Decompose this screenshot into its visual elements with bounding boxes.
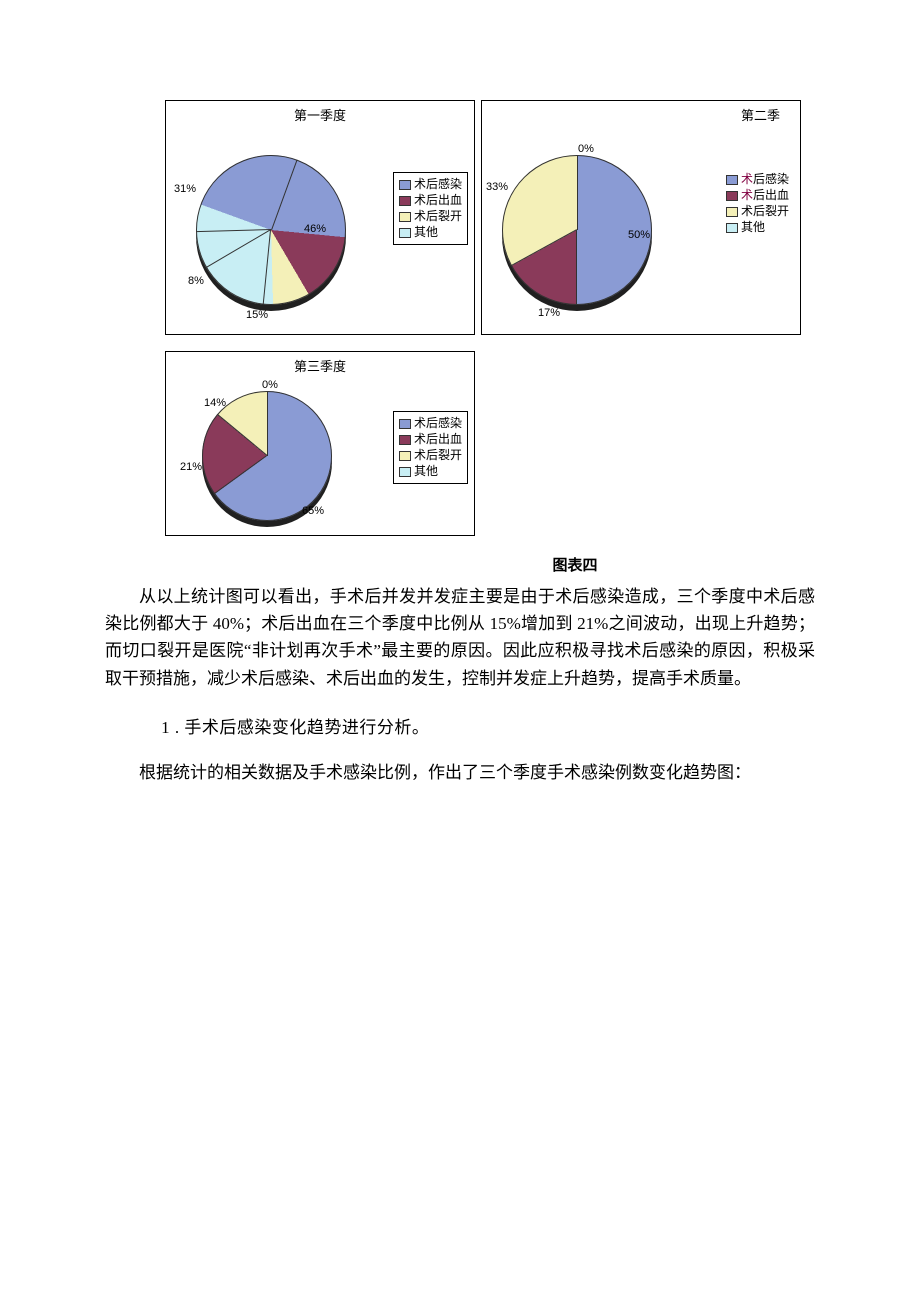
chart-q2: 第二季 50% 17% 33% 0% 术后感染	[481, 100, 801, 335]
q2-label-d: 0%	[578, 143, 594, 155]
pie-q2-wrap: 50% 17% 33% 0%	[502, 155, 652, 305]
chart-q1-title: 第一季度	[166, 101, 474, 126]
chart-q1-body: 46% 15% 8% 31% 术后感染 术后出血 术后裂开 其他	[166, 126, 474, 334]
pie-q3-wrap: 65% 21% 14% 0%	[202, 391, 332, 521]
q2-label-c: 33%	[486, 181, 508, 193]
paragraph-2: 根据统计的相关数据及手术感染比例，作出了三个季度手术感染例数变化趋势图：	[105, 759, 815, 786]
q1-label-a: 46%	[304, 223, 326, 235]
chart-grid: 第一季度 46% 15% 8% 31%	[165, 100, 815, 536]
chart-q1: 第一季度 46% 15% 8% 31%	[165, 100, 475, 335]
q1-label-c: 8%	[188, 275, 204, 287]
q1-label-d: 31%	[174, 183, 196, 195]
document-page: 第一季度 46% 15% 8% 31%	[0, 0, 920, 846]
pie-q3	[202, 391, 332, 521]
chart-q3: 第三季度 65% 21% 14% 0% 术后感染	[165, 351, 475, 536]
q2-label-b: 17%	[538, 307, 560, 319]
figure-caption: 图表四	[335, 554, 815, 575]
chart-q2-title: 第二季	[482, 101, 800, 126]
paragraph-1: 从以上统计图可以看出，手术后并发并发症主要是由于术后感染造成，三个季度中术后感染…	[105, 583, 815, 692]
chart-q3-body: 65% 21% 14% 0% 术后感染 术后出血 术后裂开 其他	[166, 377, 474, 535]
legend-q1: 术后感染 术后出血 术后裂开 其他	[393, 172, 468, 245]
chart-q3-title: 第三季度	[166, 352, 474, 377]
q2-label-a: 50%	[628, 229, 650, 241]
q3-label-d: 0%	[262, 379, 278, 391]
q3-label-b: 21%	[180, 461, 202, 473]
q3-label-c: 14%	[204, 397, 226, 409]
legend-q2: 术后感染 术后出血 术后裂开 其他	[721, 168, 794, 239]
q3-label-a: 65%	[302, 505, 324, 517]
pie-q1-wrap: 46% 15% 8% 31%	[196, 155, 346, 305]
section-heading: 1 . 手术后感染变化趋势进行分析。	[105, 714, 815, 741]
q1-label-b: 15%	[246, 309, 268, 321]
legend-q3: 术后感染 术后出血 术后裂开 其他	[393, 411, 468, 484]
chart-q2-body: 50% 17% 33% 0% 术后感染 术后出血 术后裂开 其他	[482, 126, 800, 334]
